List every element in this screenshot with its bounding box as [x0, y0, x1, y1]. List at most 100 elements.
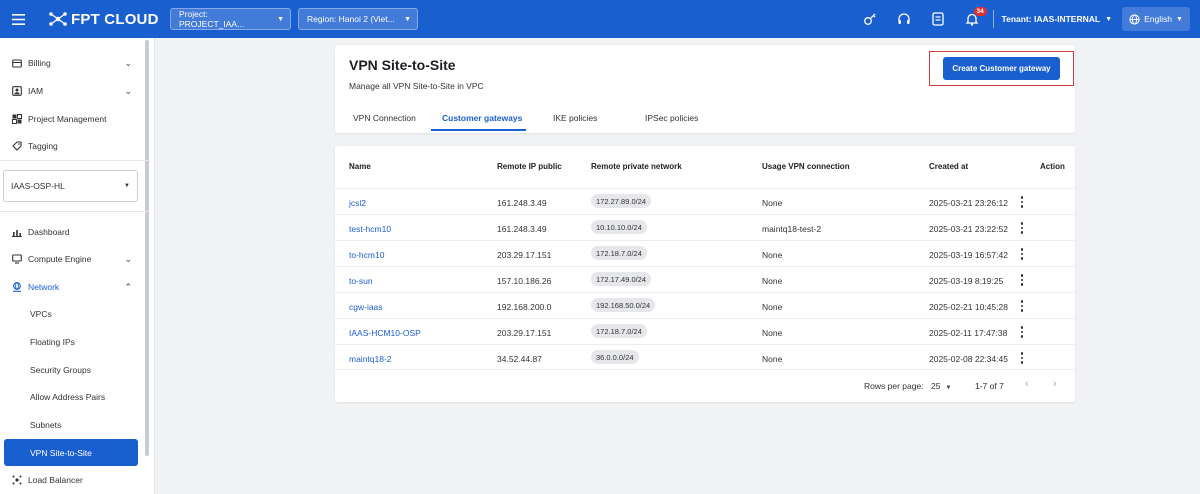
sidebar-item-label: IAM — [28, 86, 44, 96]
remote-ip-cell: 192.168.200.0 — [497, 302, 552, 312]
more-actions-icon[interactable] — [1017, 194, 1027, 210]
pagination: Rows per page: 25 ▼ 1-7 of 7 ‹ › — [335, 375, 1075, 395]
sidebar-item-label: Billing — [28, 58, 51, 68]
project-icon — [10, 114, 24, 124]
globe-icon — [1129, 13, 1140, 25]
more-actions-icon[interactable] — [1017, 246, 1027, 262]
chevron-up-icon: ⌃ — [124, 281, 132, 292]
region-select[interactable]: Region: Hanoi 2 (Viet... ▼ — [298, 8, 418, 30]
monitor-icon — [10, 254, 24, 264]
sidebar-item-label: Subnets — [30, 420, 62, 430]
sidebar-item-label: Network — [28, 282, 60, 292]
chart-icon — [10, 228, 24, 237]
chevron-down-icon: ⌄ — [124, 85, 132, 96]
more-actions-icon[interactable] — [1017, 324, 1027, 340]
sidebar-item-billing[interactable]: Billing ⌄ — [0, 53, 142, 73]
chevron-down-icon: ▼ — [1105, 15, 1112, 23]
created-at-cell: 2025-03-19 8:19:25 — [929, 276, 1004, 286]
network-chip: 172.18.7.0/24 — [591, 324, 647, 338]
sidebar-item-vpcs[interactable]: VPCs — [0, 304, 142, 324]
sidebar-item-security-groups[interactable]: Security Groups — [0, 360, 142, 380]
iam-icon — [10, 86, 24, 96]
sidebar-item-label: VPN Site-to-Site — [30, 447, 92, 458]
sidebar-item-vpn-site-to-site[interactable]: VPN Site-to-Site — [4, 439, 138, 466]
sidebar-item-allow-address-pairs[interactable]: Allow Address Pairs — [0, 387, 142, 407]
gateway-name-link[interactable]: IAAS-HCM10-OSP — [349, 328, 421, 338]
table-row: maintq18-2 34.52.44.87 36.0.0.0/24 None … — [335, 344, 1075, 370]
chevron-down-icon: ▼ — [1176, 15, 1183, 23]
column-header-action: Action — [1040, 162, 1065, 171]
more-actions-icon[interactable] — [1017, 298, 1027, 314]
network-chip: 192.168.50.0/24 — [591, 298, 656, 312]
gateway-name-link[interactable]: cgw-iaas — [349, 302, 383, 312]
tenant-select[interactable]: Tenant: IAAS-INTERNAL ▼ — [1002, 14, 1112, 24]
gateway-name-link[interactable]: maintq18-2 — [349, 354, 392, 364]
usage-cell: maintq18-test-2 — [762, 224, 822, 234]
sidebar-item-floating-ips[interactable]: Floating IPs — [0, 332, 142, 352]
sidebar-item-label: Security Groups — [30, 365, 91, 375]
remote-ip-cell: 161.248.3.49 — [497, 198, 547, 208]
sidebar-item-label: Compute Engine — [28, 254, 92, 264]
sidebar-item-project-management[interactable]: Project Management — [0, 109, 142, 129]
sidebar: Billing ⌄ IAM ⌄ Project Management Taggi… — [0, 38, 155, 494]
create-customer-gateway-button[interactable]: Create Customer gateway — [943, 57, 1060, 80]
pagination-range: 1-7 of 7 — [975, 381, 1004, 391]
language-select[interactable]: English ▼ — [1122, 7, 1190, 31]
gateway-name-link[interactable]: to-sun — [349, 276, 373, 286]
sidebar-item-load-balancer[interactable]: Load Balancer — [0, 470, 142, 490]
project-dropdown[interactable]: IAAS-OSP-HL ▼ — [3, 170, 138, 202]
key-icon[interactable] — [853, 0, 887, 38]
load-balancer-icon — [10, 475, 24, 485]
created-at-cell: 2025-02-21 10:45:28 — [929, 302, 1008, 312]
remote-ip-cell: 157.10.186.26 — [497, 276, 552, 286]
more-actions-icon[interactable] — [1017, 350, 1027, 366]
document-icon[interactable] — [921, 0, 955, 38]
sidebar-item-label: Allow Address Pairs — [30, 392, 106, 402]
sidebar-item-label: Project Management — [28, 114, 107, 124]
tab-customer-gateways[interactable]: Customer gateways — [442, 113, 523, 123]
brand-logo[interactable]: FPT CLOUD — [48, 11, 160, 28]
column-header-remote-network: Remote private network — [591, 162, 682, 171]
tag-icon — [10, 141, 24, 151]
remote-ip-cell: 34.52.44.87 — [497, 354, 542, 364]
usage-cell: None — [762, 354, 783, 364]
notification-badge: 34 — [973, 7, 987, 16]
gateway-name-link[interactable]: to-hcm10 — [349, 250, 385, 260]
remote-ip-cell: 161.248.3.49 — [497, 224, 547, 234]
network-chip: 172.18.7.0/24 — [591, 246, 647, 260]
more-actions-icon[interactable] — [1017, 220, 1027, 236]
sidebar-scrollbar[interactable] — [145, 40, 149, 456]
remote-ip-cell: 203.29.17.151 — [497, 328, 552, 338]
sidebar-item-iam[interactable]: IAM ⌄ — [0, 81, 142, 101]
project-select-value: Project: PROJECT_IAA... — [179, 9, 245, 29]
chevron-right-icon[interactable]: › — [1053, 378, 1057, 390]
customer-gateways-table: Name Remote IP public Remote private net… — [335, 146, 1075, 402]
tab-vpn-connection[interactable]: VPN Connection — [353, 113, 416, 123]
sidebar-item-subnets[interactable]: Subnets — [0, 415, 142, 435]
chevron-down-icon: ▼ — [404, 15, 411, 23]
tab-ike-policies[interactable]: IKE policies — [553, 113, 598, 123]
table-row: to-sun 157.10.186.26 172.17.49.0/24 None… — [335, 266, 1075, 292]
sidebar-item-tagging[interactable]: Tagging — [0, 136, 142, 156]
top-bar: FPT CLOUD Project: PROJECT_IAA... ▼ Regi… — [0, 0, 1200, 38]
menu-icon[interactable] — [0, 0, 36, 38]
sidebar-item-label: Dashboard — [28, 227, 70, 237]
sidebar-item-dashboard[interactable]: Dashboard — [0, 222, 142, 242]
column-header-created-at: Created at — [929, 162, 969, 171]
more-actions-icon[interactable] — [1017, 272, 1027, 288]
created-at-cell: 2025-03-19 16:57:42 — [929, 250, 1008, 260]
chevron-down-icon: ▼ — [124, 183, 130, 189]
sidebar-item-compute-engine[interactable]: Compute Engine ⌄ — [0, 249, 142, 269]
gateway-name-link[interactable]: test-hcm10 — [349, 224, 392, 234]
rows-per-page-select[interactable]: 25 ▼ — [931, 381, 951, 391]
remote-ip-cell: 203.29.17.151 — [497, 250, 552, 260]
logo-icon — [49, 12, 67, 26]
gateway-name-link[interactable]: jcsl2 — [349, 198, 367, 208]
notifications-button[interactable]: 34 — [955, 0, 989, 38]
sidebar-item-network[interactable]: Network ⌃ — [0, 277, 142, 297]
table-row: IAAS-HCM10-OSP 203.29.17.151 172.18.7.0/… — [335, 318, 1075, 344]
chevron-left-icon[interactable]: ‹ — [1025, 378, 1029, 390]
project-select[interactable]: Project: PROJECT_IAA... ▼ — [170, 8, 291, 30]
tab-ipsec-policies[interactable]: IPSec policies — [645, 113, 699, 123]
support-icon[interactable] — [887, 0, 921, 38]
